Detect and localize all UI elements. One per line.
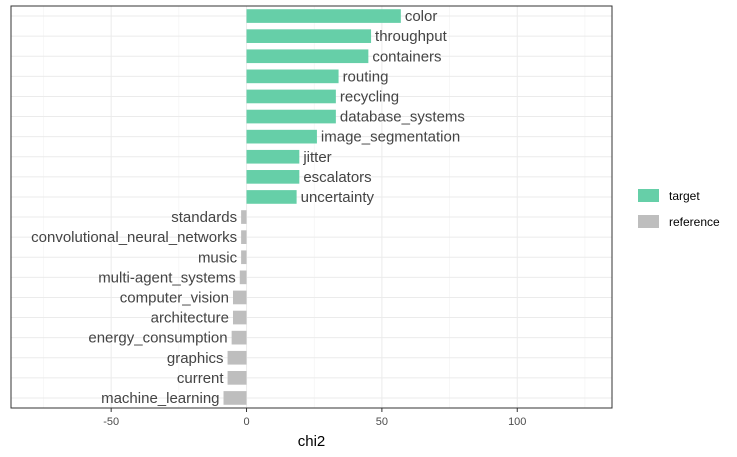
bar-current [227, 371, 247, 385]
bar-architecture [232, 310, 247, 325]
bar-energy_consumption [231, 330, 247, 345]
legend-label-reference: reference [669, 215, 720, 229]
bar-label-computer_vision: computer_vision [120, 289, 229, 306]
bar-label-color: color [405, 8, 438, 25]
x-tick-label: 0 [243, 416, 249, 428]
legend: target reference [638, 189, 720, 229]
bar-label-database_systems: database_systems [340, 109, 465, 126]
bar-machine_learning [223, 391, 247, 405]
bar-label-machine_learning: machine_learning [101, 390, 219, 407]
bar-standards [241, 210, 247, 224]
bar-image_segmentation [246, 129, 317, 144]
bar-label-convolutional_neural_networks: convolutional_neural_networks [31, 229, 237, 246]
bar-label-current: current [177, 370, 225, 387]
x-axis: -50 0 50 100 [103, 408, 526, 428]
bar-label-graphics: graphics [167, 350, 224, 367]
x-tick-label: -50 [103, 416, 119, 428]
bar-label-recycling: recycling [340, 88, 399, 105]
panel-border [10, 5, 613, 409]
bar-label-jitter: jitter [302, 149, 331, 166]
bar-routing [246, 69, 339, 84]
bar-multi-agent_systems [239, 270, 247, 285]
bar-label-music: music [198, 249, 238, 266]
bar-database_systems [246, 109, 336, 124]
x-tick-label: 100 [508, 416, 526, 428]
bar-label-architecture: architecture [151, 310, 229, 327]
bar-label-image_segmentation: image_segmentation [321, 129, 460, 146]
x-axis-title: chi2 [298, 433, 326, 450]
bar-computer_vision [232, 290, 247, 305]
bar-label-escalators: escalators [303, 169, 371, 186]
legend-key-target [638, 189, 659, 202]
bar-throughput [246, 29, 372, 43]
bars-group [223, 9, 401, 405]
legend-key-reference [638, 215, 659, 228]
bar-label-energy_consumption: energy_consumption [88, 330, 227, 347]
bar-label-uncertainty: uncertainty [301, 189, 375, 206]
legend-label-target: target [669, 189, 700, 203]
bar-recycling [246, 89, 336, 104]
bar-label-containers: containers [372, 48, 441, 65]
bar-music [241, 250, 247, 265]
bar-label-routing: routing [343, 68, 389, 85]
bar-containers [246, 49, 369, 64]
bar-label-multi-agent_systems: multi-agent_systems [98, 269, 236, 286]
bar-graphics [227, 350, 247, 365]
bar-label-standards: standards [171, 209, 237, 226]
bar-jitter [246, 149, 300, 164]
bar-labels-group: color throughput containers routing recyclin… [31, 8, 465, 407]
bar-escalators [246, 170, 300, 184]
bar-color [246, 9, 401, 23]
bar-label-throughput: throughput [375, 28, 448, 45]
bar-uncertainty [246, 190, 297, 204]
bar-convolutional_neural_networks [241, 230, 247, 244]
x-tick-label: 50 [376, 416, 388, 428]
